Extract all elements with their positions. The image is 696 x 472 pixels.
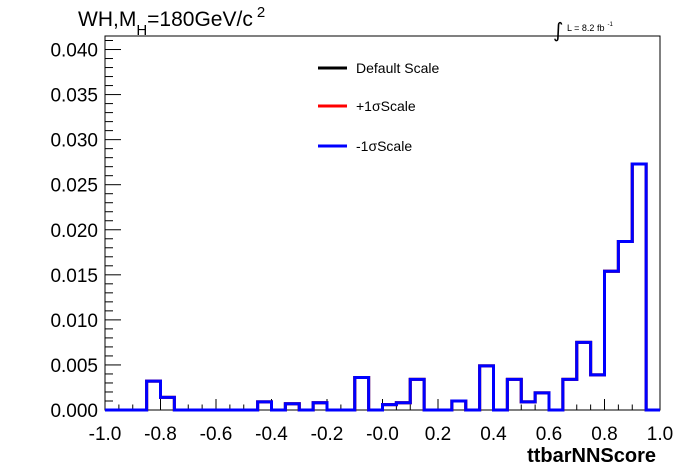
title-rest: =180GeV/c bbox=[147, 8, 253, 31]
y-tick-label: 0.005 bbox=[50, 356, 98, 377]
y-tick-label: 0.010 bbox=[50, 311, 98, 332]
y-tick-label: 0.040 bbox=[50, 41, 98, 62]
series-line-2 bbox=[105, 162, 660, 412]
title-superscript: 2 bbox=[257, 4, 265, 21]
x-tick-label: -0.4 bbox=[255, 424, 288, 445]
luminosity-label: L = 8.2 fb -1 bbox=[567, 22, 613, 33]
y-tick-label: 0.035 bbox=[50, 86, 98, 107]
series-layer bbox=[105, 162, 660, 412]
chart-title: WH,MH=180GeV/c 2 bbox=[78, 4, 265, 39]
legend-label-2: -1σScale bbox=[356, 138, 412, 154]
title-main: WH,M bbox=[78, 8, 136, 31]
luminosity-superscript: -1 bbox=[607, 22, 613, 28]
y-tick-label: 0.020 bbox=[50, 221, 98, 242]
x-tick-label: -0.0 bbox=[366, 424, 399, 445]
x-axis-label: ttbarNNScore bbox=[527, 445, 656, 467]
legend-label-1: +1σScale bbox=[356, 98, 416, 114]
title-subscript: H bbox=[136, 22, 147, 39]
legend-label-0: Default Scale bbox=[356, 60, 439, 76]
y-tick-labels: 0.000 0.005 0.010 0.015 0.020 0.025 0.030 0.035… bbox=[50, 41, 98, 422]
x-tick-label: 0.8 bbox=[591, 424, 617, 445]
y-tick-label: 0.015 bbox=[50, 266, 98, 287]
x-tick-label: 0.2 bbox=[425, 424, 451, 445]
y-tick-label: 0.025 bbox=[50, 176, 98, 197]
x-tick-label: -0.2 bbox=[311, 424, 344, 445]
legend: Default Scale +1σScale -1σScale bbox=[318, 60, 439, 154]
x-tick-label: 1.0 bbox=[647, 424, 673, 445]
y-tick-label: 0.000 bbox=[50, 401, 98, 422]
x-tick-label: 0.4 bbox=[480, 424, 507, 445]
y-tick-label: 0.030 bbox=[50, 131, 98, 152]
x-tick-label: 0.6 bbox=[536, 424, 562, 445]
x-tick-label: -0.6 bbox=[200, 424, 233, 445]
x-tick-label: -1.0 bbox=[89, 424, 122, 445]
x-tick-labels: -1.0 -0.8 -0.6 -0.4 -0.2 -0.0 0.2 0.4 0.6 0.8 1.0 bbox=[89, 424, 674, 445]
luminosity-integral-symbol: ∫ bbox=[553, 18, 563, 42]
x-tick-label: -0.8 bbox=[144, 424, 177, 445]
